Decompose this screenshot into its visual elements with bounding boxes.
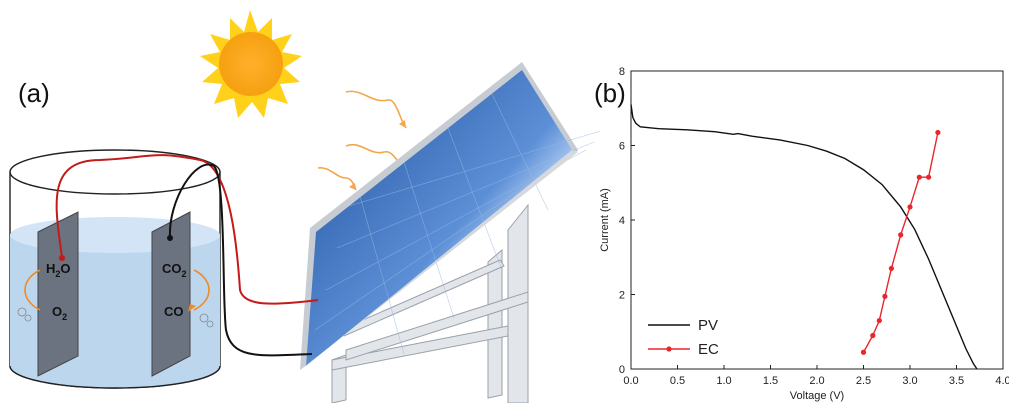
data-point-ec (907, 204, 913, 210)
reaction-arrows (24, 269, 210, 312)
legend-marker (666, 346, 672, 352)
cathode-reactant-sub: 2 (182, 269, 187, 279)
cathode-product-label: CO (164, 304, 184, 319)
panel-label-a: (a) (18, 78, 50, 108)
cathode-electrode (151, 211, 191, 377)
anode-product-label: O (52, 304, 62, 319)
data-point-ec (876, 317, 882, 324)
series-line-ec (862, 132, 939, 353)
svg-text:O2: O2 (52, 304, 67, 322)
x-axis-label: Voltage (V) (790, 390, 844, 402)
anode-product-sub: 2 (62, 312, 67, 322)
wires (55, 154, 319, 357)
data-point-ec (916, 174, 922, 180)
data-point-ec (935, 129, 941, 136)
solar-panel-stand (331, 203, 529, 403)
panel-label-b: (b) (594, 78, 626, 108)
chart-series (630, 104, 978, 370)
data-point-ec (870, 332, 876, 339)
x-tick-label: 0.0 (623, 375, 638, 387)
data-point-ec (882, 293, 888, 299)
anode-connection (59, 255, 65, 261)
x-tick-label: 0.5 (670, 375, 685, 387)
svg-text:CO2: CO2 (162, 261, 187, 279)
axis-ticks: 0.0 0.5 1.0 1.5 2.0 2.5 3.0 3.5 4.0 0 2 4 6 8 (619, 66, 1009, 387)
x-tick-label: 1.5 (763, 375, 778, 387)
anode-electrode (37, 211, 79, 377)
x-tick-label: 2.0 (809, 375, 824, 387)
cathode-connection (167, 235, 173, 241)
x-tick-label: 4.0 (995, 375, 1009, 387)
anode-reactant-tail: O (60, 261, 70, 276)
legend: PV EC (648, 317, 719, 358)
sun-icon (200, 10, 302, 118)
data-point-ec (926, 174, 932, 180)
legend-label: EC (698, 341, 719, 358)
x-tick-label: 2.5 (856, 375, 871, 387)
solar-panel (300, 62, 600, 370)
y-tick-label: 8 (619, 66, 625, 78)
bubbles (17, 307, 214, 328)
x-tick-label: 1.0 (716, 375, 731, 387)
series-line-pv (630, 104, 978, 370)
svg-text:H2O: H2O (46, 261, 71, 279)
data-point-ec (860, 349, 867, 355)
illustration-a: H2O O2 CO2 CO (9, 10, 600, 403)
y-tick-label: 2 (619, 290, 625, 302)
legend-label: PV (698, 317, 718, 334)
data-point-ec (888, 265, 895, 272)
anode-reactant-sub: 2 (55, 269, 60, 279)
data-point-ec (898, 232, 904, 238)
x-tick-label: 3.0 (902, 375, 917, 387)
y-tick-label: 4 (619, 215, 625, 227)
anode-reactant-label: H (46, 261, 55, 276)
y-axis-label: Current (mA) (599, 188, 611, 252)
y-tick-label: 6 (619, 141, 625, 153)
x-tick-label: 3.5 (949, 375, 964, 387)
cathode-reactant-label: CO (162, 261, 182, 276)
y-tick-label: 0 (619, 364, 625, 376)
